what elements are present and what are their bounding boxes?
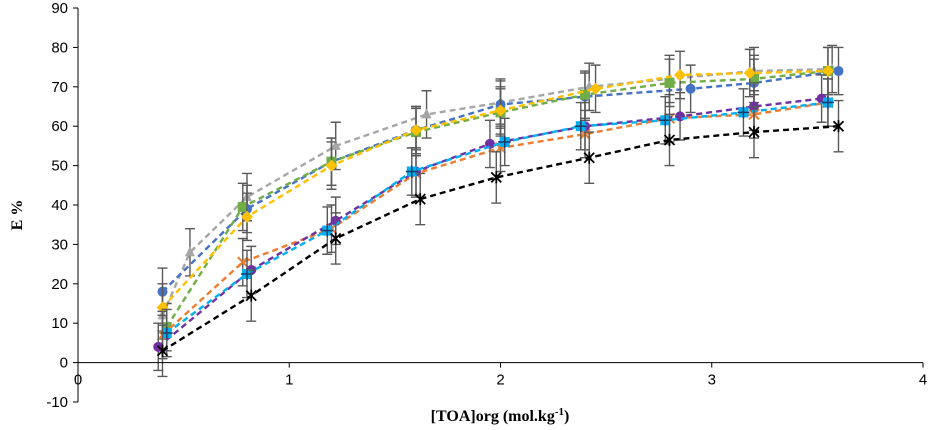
series-line — [161, 101, 829, 336]
x-axis-title-superscript: -1 — [555, 406, 564, 418]
data-point-plus — [405, 165, 418, 178]
data-series — [153, 74, 827, 372]
data-point — [410, 124, 422, 137]
y-tick-label: 70 — [51, 79, 68, 96]
y-tick-label: 50 — [51, 158, 68, 175]
data-point — [663, 133, 676, 146]
data-point — [330, 139, 341, 150]
data-point — [821, 65, 834, 78]
data-point — [325, 159, 338, 172]
data-point — [737, 106, 750, 119]
data-point — [184, 246, 195, 257]
data-point — [156, 301, 169, 314]
data-point-plus — [321, 224, 334, 237]
data-series — [161, 46, 833, 352]
axes-layer: 0 1 2 3 4 -10 0 10 20 30 40 50 60 70 80 90 — [46, 0, 927, 411]
series-line — [165, 69, 829, 328]
data-point — [580, 89, 590, 100]
y-tick-label: 10 — [51, 315, 68, 332]
data-point — [832, 120, 845, 133]
series-layer — [153, 44, 845, 378]
data-point — [245, 289, 257, 302]
y-tick-label: 60 — [51, 118, 68, 135]
y-axis-title: E % — [9, 200, 26, 231]
data-point — [583, 151, 595, 164]
data-point — [237, 256, 249, 268]
y-tick-label: 30 — [51, 236, 68, 253]
data-point — [748, 126, 760, 139]
y-tick-label: 90 — [51, 0, 68, 17]
data-series — [160, 78, 834, 358]
data-point-plus — [574, 120, 587, 133]
data-point — [589, 82, 602, 95]
data-point — [490, 171, 502, 184]
data-series — [156, 46, 834, 332]
y-tick-label: -10 — [46, 394, 68, 411]
x-axis-title: [TOA]org (mol.kg-1) — [431, 406, 570, 425]
data-series — [156, 78, 834, 360]
data-point — [421, 108, 432, 119]
data-point — [237, 201, 248, 212]
y-tick-label: 80 — [51, 39, 68, 56]
series-line — [165, 101, 829, 335]
data-point — [405, 165, 418, 178]
data-point — [241, 210, 253, 223]
data-point — [685, 83, 696, 94]
data-point — [414, 193, 426, 206]
data-point — [156, 344, 169, 357]
data-point — [821, 96, 834, 109]
y-tick-label: 0 — [60, 355, 68, 372]
x-tick-label: 3 — [708, 372, 716, 389]
x-tick-label: 0 — [74, 372, 82, 389]
y-tick-label: 40 — [51, 197, 68, 214]
data-point-plus — [737, 106, 750, 119]
data-point — [574, 120, 587, 133]
x-tick-label: 4 — [919, 372, 927, 389]
y-tick-label: 20 — [51, 276, 68, 293]
data-point-plus — [498, 135, 511, 148]
x-axis-title-main: [TOA]org (mol.kg — [431, 408, 555, 425]
x-ticks: 0 1 2 3 4 — [74, 362, 927, 389]
data-point — [330, 232, 342, 245]
data-point — [494, 104, 507, 117]
data-point — [664, 77, 675, 88]
x-tick-label: 2 — [496, 372, 504, 389]
data-point — [498, 135, 511, 148]
data-point — [749, 73, 759, 84]
data-point-plus — [821, 96, 834, 109]
data-point — [743, 67, 756, 80]
x-tick-label: 1 — [285, 372, 293, 389]
series-line — [161, 125, 839, 352]
data-point — [674, 68, 687, 81]
data-point — [321, 224, 334, 237]
data-series — [156, 99, 845, 378]
y-ticks: -10 0 10 20 30 40 50 60 70 80 90 — [46, 0, 78, 411]
data-point — [833, 66, 844, 77]
x-axis-title-close: ) — [564, 408, 569, 425]
